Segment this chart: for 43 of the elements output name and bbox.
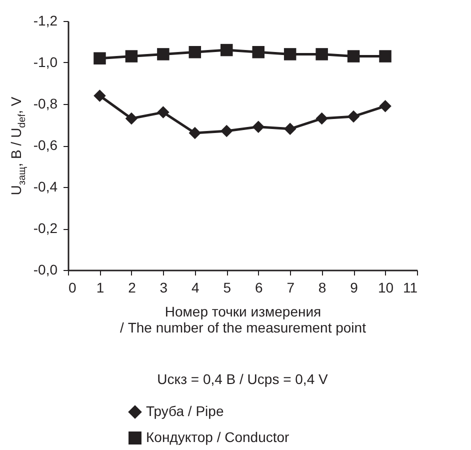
- x-tick-label: 10: [378, 280, 394, 296]
- x-tick-label: 0: [68, 280, 76, 296]
- x-tick-label: 6: [254, 280, 263, 296]
- point: [220, 44, 233, 56]
- point: [284, 48, 296, 60]
- x-tick-label: 1: [96, 280, 104, 296]
- point: [316, 112, 328, 125]
- point: [347, 110, 360, 123]
- x-tick-label: 9: [350, 280, 358, 296]
- x-tick-label: 5: [223, 280, 232, 296]
- x-tick-label: 2: [128, 280, 136, 296]
- x-tick-label: 4: [192, 280, 200, 296]
- y-tick-label: -0,6: [33, 137, 58, 153]
- point: [284, 122, 296, 136]
- y-tick-label: -1,0: [33, 54, 58, 70]
- point: [379, 100, 392, 112]
- x-tick-label: 3: [160, 280, 168, 296]
- x-tick-label: 8: [318, 280, 326, 296]
- point: [379, 50, 392, 62]
- point: [157, 48, 170, 60]
- point: [188, 126, 202, 140]
- point: [94, 52, 106, 64]
- point: [347, 50, 360, 62]
- point: [157, 106, 170, 118]
- x-tick-label: 11: [402, 280, 418, 296]
- point: [220, 124, 233, 138]
- y-tick-label: -1,2: [33, 12, 58, 28]
- x-tick-label: 7: [286, 280, 295, 296]
- point: [188, 46, 202, 58]
- x-axis-title: Номер точки измерения / The number of the measurement point: [120, 304, 366, 336]
- point: [94, 90, 106, 102]
- y-tick-label: -0,8: [33, 96, 58, 112]
- legend-label: Труба / Pipe: [146, 403, 224, 419]
- point: [125, 50, 138, 62]
- point: [316, 48, 328, 60]
- legend-label: Кондуктор / Conductor: [146, 429, 290, 445]
- y-tick-label: -0,2: [33, 220, 58, 236]
- point: [125, 112, 138, 125]
- point: [252, 120, 264, 133]
- text: Uскз = 0,4 В / Ucps = 0,4 V: [157, 371, 328, 387]
- y-tick-label: -0,0: [33, 262, 58, 278]
- point: [252, 46, 264, 58]
- y-tick-label: -0,4: [33, 178, 58, 194]
